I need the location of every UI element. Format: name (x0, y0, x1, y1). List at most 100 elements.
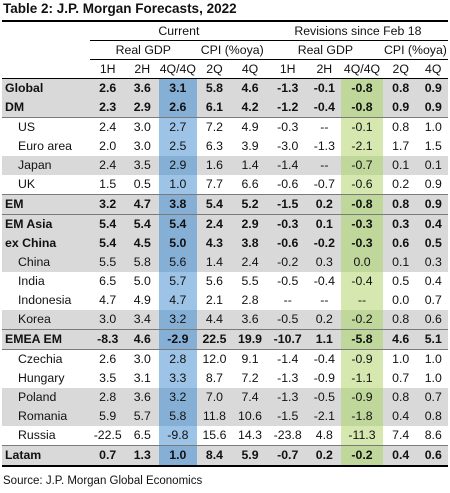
table-cell: 9.1 (241, 352, 259, 366)
row-label: Czechia (18, 352, 63, 366)
table-cell: -- (320, 293, 329, 307)
table-cell: 3.2 (89, 194, 126, 215)
row-label: EM (2, 194, 90, 215)
table-cell: 3.8 (158, 194, 197, 215)
source-note: Source: J.P. Morgan Global Economics (3, 475, 203, 487)
table-cell: 3.2 (158, 310, 197, 330)
table-cell: -0.9 (341, 349, 383, 369)
table-cell: -0.8 (341, 194, 383, 215)
table-cell: -0.5 (267, 310, 308, 330)
subheader-cpi-revisions: CPI (%oya) (382, 40, 448, 60)
table-cell: -3.0 (277, 139, 299, 153)
table-cell: 5.8 (158, 407, 197, 426)
table-cell: -2.1 (307, 407, 342, 426)
table-cell: -0.5 (277, 274, 299, 288)
table-cell: 2.4 (232, 253, 268, 272)
table-cell: 4.5 (125, 234, 159, 253)
table-row: Russia -22.5 6.5 -9.8 15.6 14.3 -23.8 4.8 -11.3 7… (2, 426, 448, 446)
table-cell: 22.5 (196, 329, 233, 350)
table-cell: 0.7 (89, 445, 126, 467)
table-cell: 0.7 (418, 388, 448, 407)
table-cell: 2.3 (89, 98, 126, 118)
header-spacer (2, 23, 90, 41)
table-cell: 0.1 (418, 156, 448, 175)
table-cell: 5.7 (158, 272, 197, 291)
table-cell: 1.0 (158, 445, 197, 467)
table-cell: 2.6 (99, 352, 117, 366)
table-cell: 5.4 (89, 234, 126, 253)
table-row: EMEA EM -8.3 4.6 -2.9 22.5 19.9 -10.7 1.1 -5.8 4.… (2, 329, 448, 350)
table-cell: -0.8 (341, 98, 383, 118)
column-header: 2Q (196, 59, 233, 79)
table-cell: -1.4 (277, 352, 299, 366)
table-cell: 0.2 (307, 194, 342, 215)
table-cell: 8.7 (205, 371, 223, 385)
table-cell: 3.6 (232, 310, 268, 330)
table-cell: 1.4 (232, 156, 268, 175)
column-header: 2Q (382, 59, 419, 79)
table-cell: -5.8 (341, 329, 383, 350)
table-cell: 0.2 (382, 175, 419, 195)
table-cell: 6.5 (99, 274, 117, 288)
row-label: DM (2, 98, 90, 118)
column-header: 1H (267, 59, 308, 79)
table-cell: 0.2 (307, 310, 342, 330)
table-cell: -11.3 (341, 426, 383, 446)
table-cell: 5.0 (158, 234, 197, 253)
table-cell: -0.2 (307, 234, 342, 253)
table-cell: 2.9 (232, 214, 268, 234)
table-cell: -0.7 (307, 175, 342, 195)
table-cell: 2.6 (158, 98, 197, 118)
table-cell: 0.1 (382, 156, 419, 175)
table-cell: -1.3 (267, 78, 308, 98)
table-row: DM 2.3 2.9 2.6 6.1 4.2 -1.2 -0.4 -0.8 0.9 0.9 (2, 98, 448, 118)
table-cell: 2.1 (205, 293, 223, 307)
table-row: Global 2.6 3.6 3.1 5.8 4.6 -1.3 -0.1 -0.8 0.8 0.9 (2, 78, 448, 98)
table-cell: 3.9 (241, 139, 259, 153)
table-cell: -0.4 (313, 274, 335, 288)
table-row: Korea 3.0 3.4 3.2 4.4 3.6 -0.5 0.2 -0.2 0.8 0.6 (2, 310, 448, 330)
table-cell: -0.2 (341, 310, 383, 330)
table-cell: 3.6 (125, 388, 159, 407)
table-cell: 4.9 (241, 120, 259, 134)
table-cell: -- (283, 293, 292, 307)
table-cell: 2.5 (158, 137, 197, 156)
table-cell: -0.7 (341, 156, 383, 175)
column-header: 4Q (418, 59, 448, 79)
table-cell: -1.5 (267, 194, 308, 215)
table-row: China 5.5 5.8 5.6 1.4 2.4 -0.2 0.3 0.0 0.1 0.3 (2, 253, 448, 272)
table-title: Table 2: J.P. Morgan Forecasts, 2022 (3, 1, 237, 16)
row-label: EMEA EM (2, 329, 90, 350)
table-cell: -8.3 (89, 329, 126, 350)
header-spacer (2, 41, 90, 60)
table-cell: 4.3 (196, 234, 233, 253)
column-header: 4Q/4Q (158, 59, 197, 79)
table-cell: -0.8 (341, 78, 383, 98)
table-cell: 1.0 (158, 175, 197, 195)
row-label: Romania (2, 407, 90, 426)
forecast-table: Current Revisions since Feb 18 Real GDP … (2, 23, 448, 467)
table-cell: 0.4 (424, 274, 442, 288)
table-cell: -0.7 (267, 445, 308, 467)
table-row: ex China 5.4 4.5 5.0 4.3 3.8 -0.6 -0.2 -0.3 0.6 0.… (2, 234, 448, 253)
table-cell: 0.1 (382, 253, 419, 272)
table-cell: -2.1 (341, 137, 383, 156)
table-cell: 5.9 (232, 445, 268, 467)
table-cell: 3.1 (133, 371, 151, 385)
table-cell: 5.8 (196, 78, 233, 98)
table-cell: -0.6 (267, 234, 308, 253)
table-cell: 5.7 (125, 407, 159, 426)
table-cell: 4.6 (125, 329, 159, 350)
table-cell: 5.0 (133, 274, 151, 288)
table-cell: 2.9 (125, 98, 159, 118)
table-cell: 2.9 (158, 156, 197, 175)
subheader-cpi-current: CPI (%oya) (196, 40, 268, 60)
row-label: Korea (2, 310, 90, 330)
table-cell: 2.7 (158, 117, 197, 137)
row-label: UK (2, 175, 90, 195)
row-label: China (2, 253, 90, 272)
table-cell: 3.0 (89, 310, 126, 330)
table-cell: -0.1 (307, 78, 342, 98)
table-cell: 4.2 (232, 98, 268, 118)
table-cell: 0.8 (382, 194, 419, 215)
